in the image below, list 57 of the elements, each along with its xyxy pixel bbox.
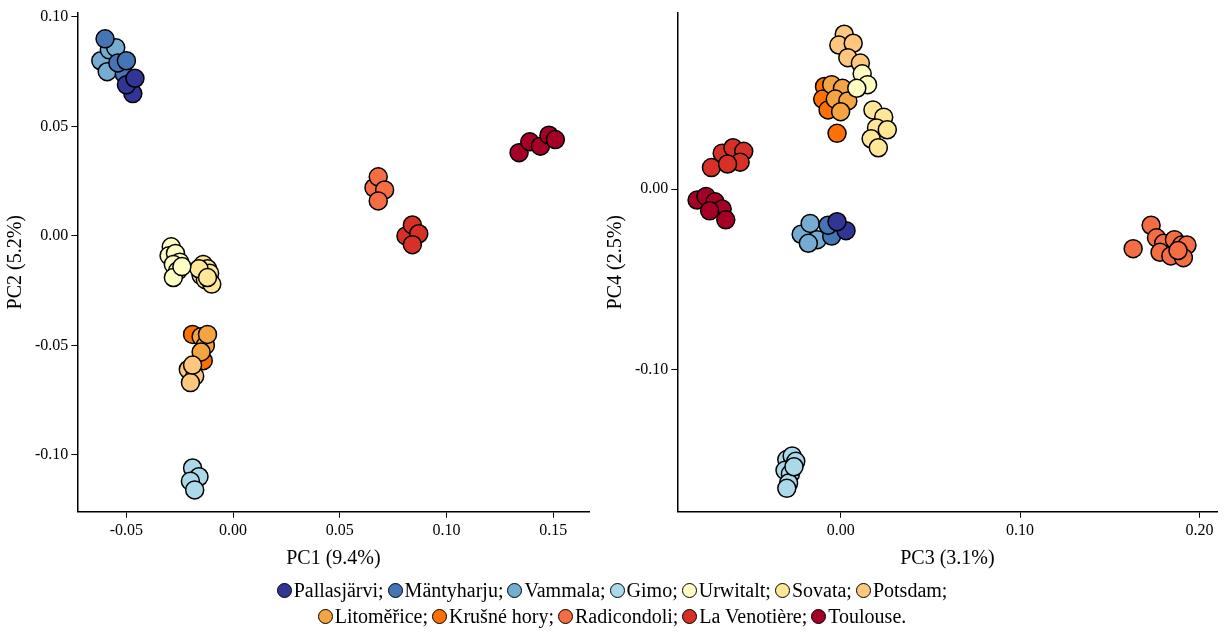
x-axis-title: PC3 (3.1%) (900, 546, 995, 570)
x-tick-label: 0.10 (432, 520, 461, 538)
point (125, 68, 145, 89)
legend-label: Radicondoli; (574, 604, 679, 629)
point (784, 457, 804, 477)
y-tick-label: -0.10 (35, 445, 69, 463)
y-tick-label: 0.10 (40, 7, 69, 25)
point (827, 211, 847, 232)
y-tick-label: 0.05 (40, 116, 69, 134)
point (368, 191, 388, 211)
legend-label: Gimo; (626, 578, 678, 603)
point (402, 234, 423, 255)
point (116, 51, 137, 71)
point (1123, 238, 1143, 259)
legend-label: La Venotière; (699, 604, 808, 629)
point (830, 101, 851, 122)
x-tick-label: 0.00 (826, 520, 855, 538)
x-tick-label: 0.05 (325, 520, 354, 538)
point (1168, 240, 1188, 261)
legend-label: Mäntyharju; (404, 578, 504, 603)
x-axis-title: PC1 (9.4%) (286, 546, 381, 570)
point (545, 129, 566, 150)
point (868, 138, 889, 158)
x-tick-label: -0.05 (109, 520, 144, 538)
point (847, 78, 867, 99)
legend-label: Sovata; (791, 578, 852, 603)
legend-label: Urwitalt; (698, 578, 771, 603)
point (197, 324, 218, 345)
legend-label: Pallasjärvi; (293, 578, 384, 603)
legend-label: Krušné hory; (449, 604, 554, 629)
x-tick-label: 0.00 (219, 520, 248, 538)
y-axis-title: PC2 (5.2%) (3, 214, 27, 310)
y-tick-label: -0.05 (35, 335, 69, 353)
point (699, 201, 720, 221)
legend-label: Potsdam; (872, 578, 948, 603)
point (180, 372, 201, 393)
point (716, 210, 736, 230)
x-tick-label: 0.20 (1185, 520, 1214, 538)
point (827, 123, 847, 144)
point (172, 256, 192, 277)
point (800, 213, 820, 234)
point (184, 480, 205, 500)
y-tick-label: 0.00 (40, 226, 69, 244)
point (777, 478, 797, 499)
legend-label: Vammala; (524, 578, 606, 603)
x-tick-label: 0.10 (1006, 520, 1035, 538)
point (717, 154, 738, 174)
point (798, 233, 819, 254)
legend-label: Litoměřice; (334, 604, 428, 629)
y-axis-title: PC4 (2.5%) (603, 214, 627, 310)
point (95, 29, 115, 49)
point (701, 157, 722, 178)
point (182, 355, 203, 375)
x-tick-label: 0.15 (539, 520, 568, 538)
point (877, 119, 898, 140)
y-tick-label: -0.10 (635, 359, 669, 377)
legend-label: Toulouse. (828, 604, 907, 629)
